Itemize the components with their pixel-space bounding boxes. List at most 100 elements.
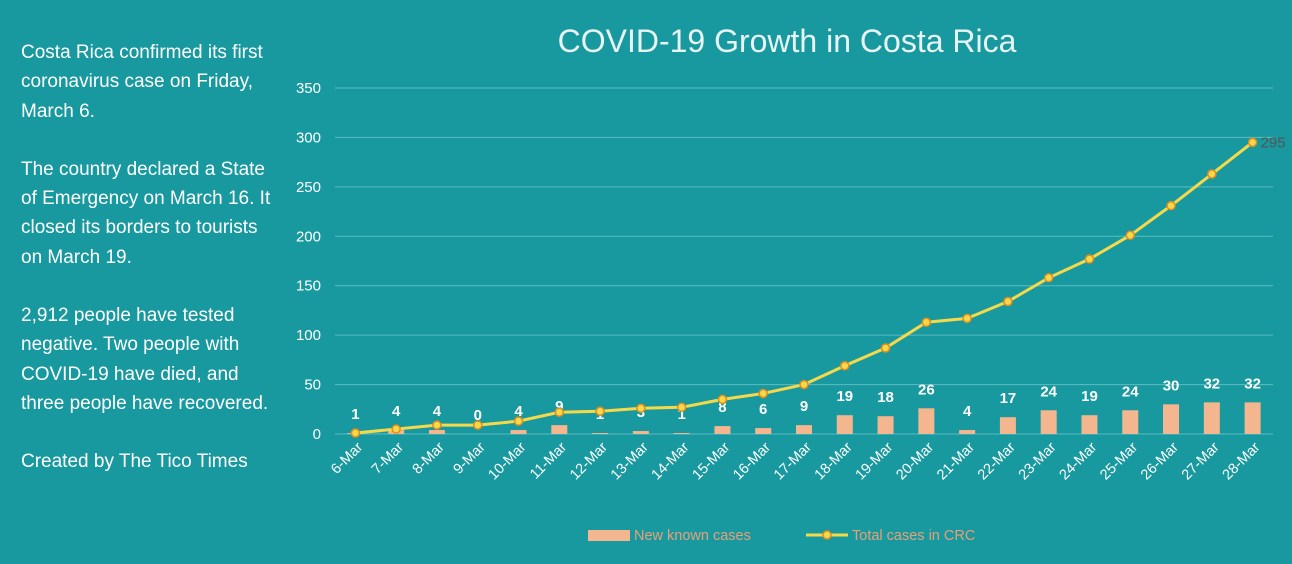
bar-data-labels: 144049131869191826417241924303232 xyxy=(351,375,1261,424)
bar-series-new-cases xyxy=(347,402,1261,434)
total-cases-point-20-Mar xyxy=(921,317,932,328)
x-tick-label: 19-Mar xyxy=(853,439,897,483)
chart-title: COVID-19 Growth in Costa Rica xyxy=(558,23,1017,59)
total-cases-point-7-Mar xyxy=(391,424,401,434)
total-cases-point-11-Mar xyxy=(554,407,565,418)
x-tick-label: 26-Mar xyxy=(1138,439,1182,483)
total-cases-point-12-Mar xyxy=(595,406,605,417)
y-tick-label: 50 xyxy=(304,377,321,394)
bar-data-label: 32 xyxy=(1203,375,1220,392)
bar-19-Mar xyxy=(877,416,894,434)
bar-data-label: 26 xyxy=(918,381,935,398)
legend-label-new-cases: New known cases xyxy=(634,528,751,544)
bar-data-label: 17 xyxy=(1000,390,1017,407)
bar-data-label: 18 xyxy=(877,389,894,406)
x-tick-label: 12-Mar xyxy=(567,439,611,483)
bar-10-Mar xyxy=(510,430,527,434)
bar-data-label: 9 xyxy=(800,398,808,415)
bar-23-Mar xyxy=(1040,410,1057,434)
x-tick-label: 20-Mar xyxy=(893,439,937,483)
bar-data-label: 6 xyxy=(759,401,767,418)
y-axis-ticks: 0 50 100 150 200 250 300 350 xyxy=(296,80,321,443)
bar-14-Mar xyxy=(673,433,690,434)
x-tick-label: 18-Mar xyxy=(812,439,856,483)
total-cases-point-6-Mar xyxy=(350,428,361,438)
chart-legend: New known cases Total cases in CRC xyxy=(588,528,975,544)
line-series-total-cases: 295 xyxy=(350,134,1286,438)
bar-28-Mar xyxy=(1244,402,1261,434)
total-cases-point-10-Mar xyxy=(513,416,524,426)
bar-25-Mar xyxy=(1122,410,1139,434)
x-tick-label: 6-Mar xyxy=(328,439,366,477)
x-tick-label: 7-Mar xyxy=(369,439,407,477)
bar-data-label: 24 xyxy=(1122,383,1139,400)
y-tick-label: 250 xyxy=(296,179,321,196)
description-paragraph-tests: 2,912 people have tested negative. Two p… xyxy=(21,305,269,414)
total-cases-point-27-Mar xyxy=(1207,169,1217,179)
x-tick-label: 15-Mar xyxy=(689,439,733,483)
bar-16-Mar xyxy=(755,428,772,434)
x-tick-label: 9-Mar xyxy=(450,439,488,477)
bar-data-label: 32 xyxy=(1244,375,1261,392)
total-cases-point-26-Mar xyxy=(1166,200,1176,211)
total-cases-point-19-Mar xyxy=(880,343,891,353)
y-tick-label: 200 xyxy=(296,228,321,245)
legend-label-total-cases: Total cases in CRC xyxy=(852,528,975,544)
bar-data-label: 9 xyxy=(555,398,563,415)
x-tick-label: 10-Mar xyxy=(486,439,530,483)
total-cases-point-25-Mar xyxy=(1125,230,1136,241)
bar-data-label: 30 xyxy=(1163,377,1180,394)
bar-data-label: 24 xyxy=(1040,383,1057,400)
bar-data-label: 4 xyxy=(514,403,523,420)
total-cases-point-22-Mar xyxy=(1003,296,1013,307)
total-cases-point-23-Mar xyxy=(1043,273,1054,283)
bar-8-Mar xyxy=(428,430,445,434)
bar-11-Mar xyxy=(551,425,568,434)
bar-26-Mar xyxy=(1163,404,1180,434)
description-panel: Costa Rica confirmed its first coronavir… xyxy=(21,38,271,506)
bar-12-Mar xyxy=(592,433,609,434)
y-tick-label: 300 xyxy=(296,129,321,146)
x-tick-label: 24-Mar xyxy=(1057,439,1101,483)
x-axis-ticks: 6-Mar 7-Mar 8-Mar 9-Mar10-Mar11-Mar12-Mar13… xyxy=(328,439,1263,483)
bar-18-Mar xyxy=(836,415,853,434)
total-cases-point-15-Mar xyxy=(717,394,728,405)
y-tick-label: 0 xyxy=(313,426,321,443)
total-cases-point-24-Mar xyxy=(1084,254,1095,264)
bar-data-label: 19 xyxy=(836,388,853,405)
x-tick-label: 13-Mar xyxy=(608,439,652,483)
bar-21-Mar xyxy=(959,430,976,434)
description-paragraph-first-case: Costa Rica confirmed its first coronavir… xyxy=(21,42,263,122)
description-credit: Created by The Tico Times xyxy=(21,451,248,473)
bar-data-label: 0 xyxy=(474,407,482,424)
total-cases-point-21-Mar xyxy=(962,313,972,324)
bar-data-label: 19 xyxy=(1081,388,1098,405)
total-cases-point-16-Mar xyxy=(758,388,768,399)
x-tick-label: 11-Mar xyxy=(527,439,570,482)
bar-data-label: 1 xyxy=(351,406,359,423)
x-tick-label: 8-Mar xyxy=(410,439,448,477)
total-cases-point-9-Mar xyxy=(472,420,483,430)
bar-15-Mar xyxy=(714,426,731,434)
legend-marker-total-cases xyxy=(822,530,832,540)
description-paragraph-emergency: The country declared a State of Emergenc… xyxy=(21,158,271,268)
x-tick-label: 22-Mar xyxy=(975,439,1019,483)
bar-17-Mar xyxy=(796,425,812,434)
bar-13-Mar xyxy=(632,431,649,434)
total-cases-point-28-Mar xyxy=(1247,137,1258,148)
bar-data-label: 4 xyxy=(392,403,401,420)
total-cases-point-17-Mar xyxy=(799,379,809,390)
total-cases-end-label: 295 xyxy=(1261,134,1286,151)
bar-data-label: 4 xyxy=(433,403,442,420)
bar-24-Mar xyxy=(1081,415,1098,434)
bar-20-Mar xyxy=(918,408,935,434)
x-tick-label: 25-Mar xyxy=(1097,439,1141,483)
x-tick-label: 14-Mar xyxy=(649,439,693,483)
bar-data-label: 4 xyxy=(963,403,972,420)
total-cases-point-18-Mar xyxy=(840,361,850,371)
legend-swatch-new-cases xyxy=(588,530,630,541)
total-cases-point-13-Mar xyxy=(636,403,646,414)
x-tick-label: 27-Mar xyxy=(1179,439,1223,483)
x-tick-label: 28-Mar xyxy=(1220,439,1264,483)
